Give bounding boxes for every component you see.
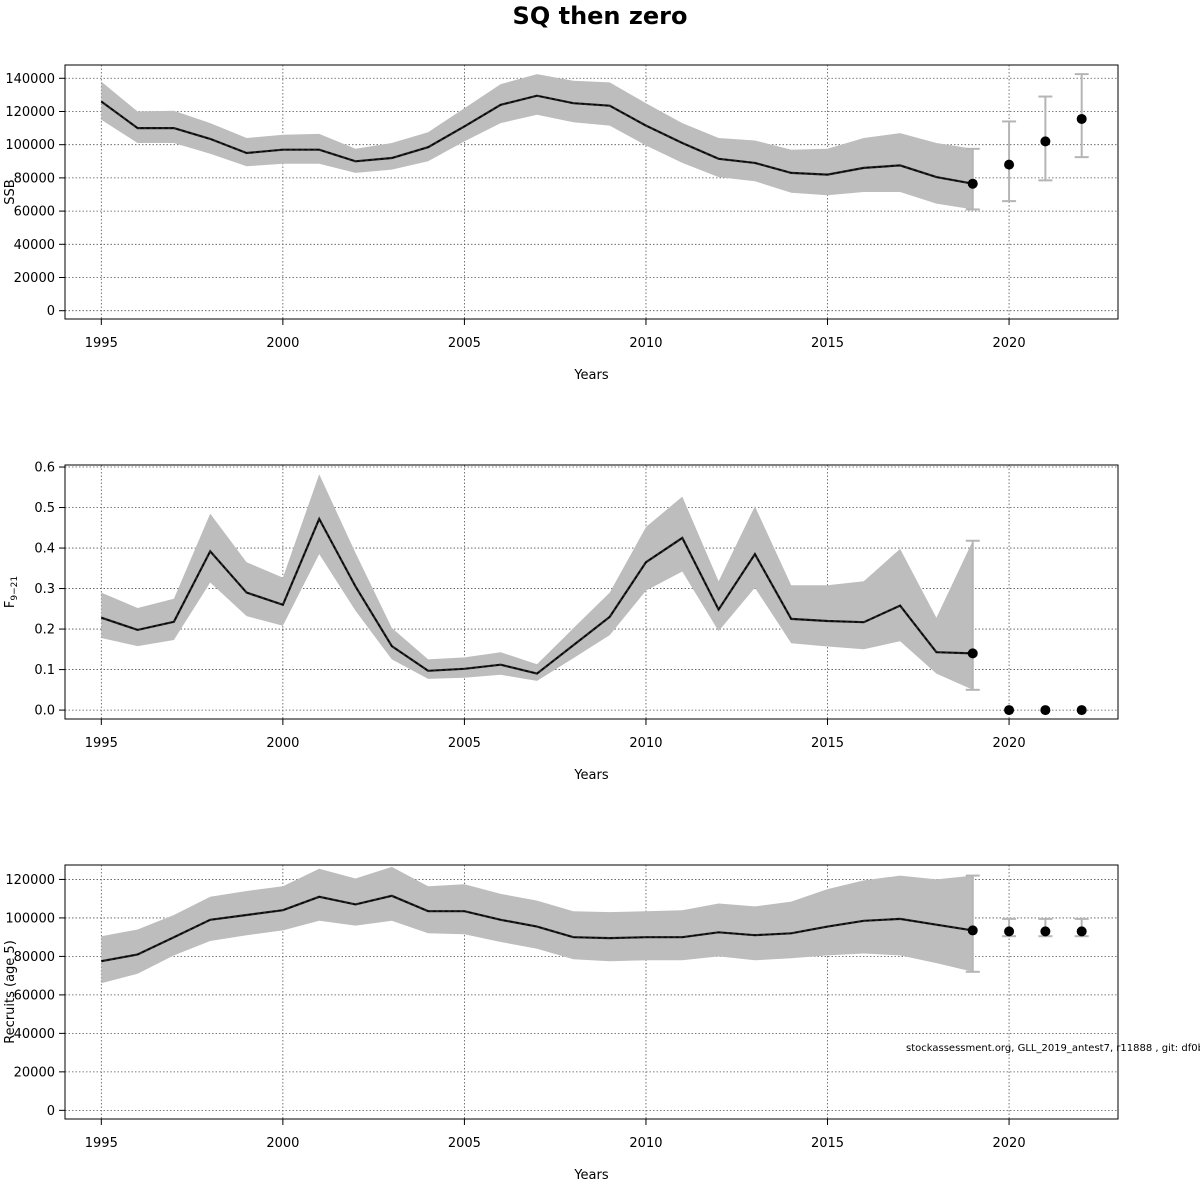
x-tick-label: 2010 xyxy=(629,1136,662,1151)
estimate-line-dashed xyxy=(100,95,973,185)
panel-1: 1995 2000 2005 2010 2015 2020 0 20000 40000 60000… xyxy=(3,64,1119,383)
y-tick-label: 0.1 xyxy=(34,663,55,678)
x-tick-label: 2005 xyxy=(448,1136,481,1151)
y-tick-label: 60000 xyxy=(14,205,55,220)
y-tick-label: 140000 xyxy=(5,72,55,87)
forecast-point xyxy=(967,925,978,936)
forecast-point xyxy=(1004,159,1015,170)
x-tick-label: 1995 xyxy=(85,336,118,351)
page-title: SQ then zero xyxy=(512,2,688,30)
panel-3: 1995 2000 2005 2010 2015 2020 0 20000 40000 60000… xyxy=(3,864,1119,1183)
confidence-band xyxy=(101,474,973,690)
x-tick-label: 2020 xyxy=(993,336,1026,351)
x-axis-title: Years xyxy=(573,368,609,383)
forecast-point xyxy=(967,178,978,189)
y-tick-label: 0 xyxy=(47,304,55,319)
y-tick-label: 0.4 xyxy=(34,542,55,557)
forecast-point xyxy=(1040,926,1051,937)
x-tick-label: 2005 xyxy=(448,736,481,751)
x-axis-title: Years xyxy=(573,1168,609,1183)
x-tick-label: 2015 xyxy=(811,1136,844,1151)
y-tick-label: 100000 xyxy=(5,138,55,153)
x-tick-label: 1995 xyxy=(85,736,118,751)
y-tick-label: 80000 xyxy=(14,950,55,965)
x-tick-label: 2020 xyxy=(993,1136,1026,1151)
forecast-point xyxy=(1076,113,1087,124)
x-tick-label: 2020 xyxy=(993,736,1026,751)
y-tick-label: 60000 xyxy=(14,988,55,1003)
y-tick-label: 120000 xyxy=(5,873,55,888)
x-tick-label: 2000 xyxy=(266,736,299,751)
y-tick-label: 0 xyxy=(47,1104,55,1119)
forecast-point xyxy=(1040,136,1051,147)
plot-frame xyxy=(64,464,1119,720)
x-tick-label: 2015 xyxy=(811,336,844,351)
y-tick-label: 0.2 xyxy=(34,623,55,638)
panel-2: 1995 2000 2005 2010 2015 2020 0.0 0.1 0.2 0.3 0.4 0… xyxy=(3,461,1119,783)
y-tick-label: 40000 xyxy=(14,238,55,253)
forecast-point xyxy=(1004,705,1015,716)
y-tick-label: 0.3 xyxy=(34,582,55,597)
estimate-line-dashed xyxy=(101,895,973,962)
x-tick-label: 2010 xyxy=(629,336,662,351)
y-tick-label: 40000 xyxy=(14,1027,55,1042)
y-axis-title: SSB xyxy=(3,179,18,204)
y-tick-label: 0.6 xyxy=(34,461,55,476)
y-tick-label: 80000 xyxy=(14,171,55,186)
y-tick-label: 20000 xyxy=(14,271,55,286)
forecast-point xyxy=(1040,705,1051,716)
y-tick-label: 20000 xyxy=(14,1065,55,1080)
y-axis-title-subscript: 9−21 xyxy=(10,576,20,601)
plot-frame xyxy=(64,64,1119,320)
forecast-point xyxy=(1076,705,1087,716)
y-axis-title: Recruits (age 5) xyxy=(3,940,18,1044)
y-tick-label: 0.5 xyxy=(34,501,55,516)
forecast-point xyxy=(1004,926,1015,937)
y-axis-title: F9−21 xyxy=(3,576,20,608)
estimate-line-dashed xyxy=(101,517,973,675)
y-tick-label: 0.0 xyxy=(34,704,55,719)
footnote-text: stockassessment.org, GLL_2019_antest7, r… xyxy=(906,1043,1200,1054)
x-tick-label: 1995 xyxy=(85,1136,118,1151)
y-tick-label: 120000 xyxy=(5,105,55,120)
plot-frame xyxy=(64,864,1119,1120)
x-tick-label: 2005 xyxy=(448,336,481,351)
x-tick-label: 2000 xyxy=(266,336,299,351)
forecast-point xyxy=(1076,926,1087,937)
confidence-band xyxy=(101,74,973,210)
x-axis-title: Years xyxy=(573,768,609,783)
y-tick-label: 100000 xyxy=(5,911,55,926)
x-tick-label: 2010 xyxy=(629,736,662,751)
x-tick-label: 2000 xyxy=(266,1136,299,1151)
x-tick-label: 2015 xyxy=(811,736,844,751)
forecast-point xyxy=(967,648,978,659)
